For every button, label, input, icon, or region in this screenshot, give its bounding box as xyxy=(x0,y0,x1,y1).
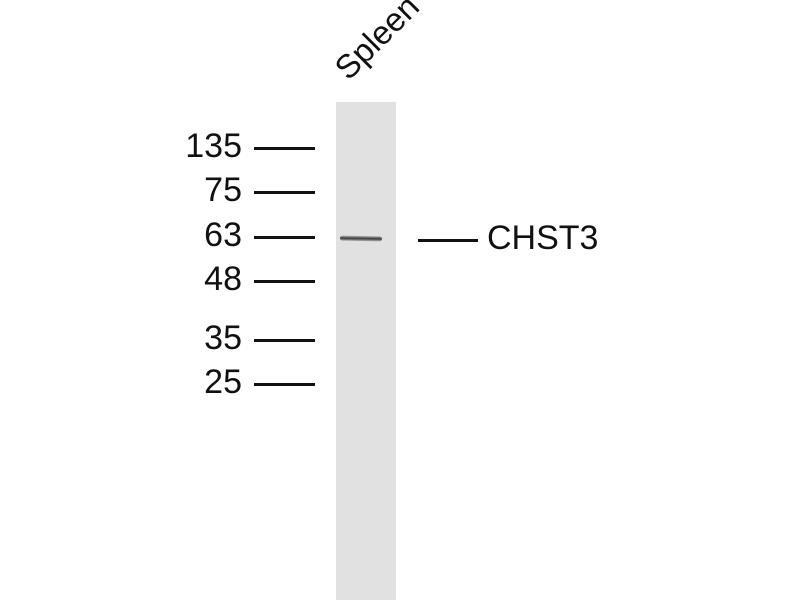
marker-label: 63 xyxy=(204,216,242,254)
blot-lane xyxy=(336,102,396,600)
marker-tick xyxy=(254,146,315,150)
marker-label: 35 xyxy=(204,319,242,357)
marker-tick xyxy=(254,190,315,194)
marker-label: 75 xyxy=(204,171,242,209)
marker-label: 48 xyxy=(204,260,242,298)
target-label: CHST3 xyxy=(487,219,599,257)
marker-tick xyxy=(254,279,315,283)
protein-band xyxy=(339,235,383,242)
marker-label: 25 xyxy=(204,363,242,401)
marker-tick xyxy=(254,235,315,239)
marker-label: 135 xyxy=(185,127,242,165)
lane-label: Spleen xyxy=(327,0,427,87)
marker-tick xyxy=(254,338,315,342)
target-pointer-line xyxy=(418,238,478,242)
marker-tick xyxy=(254,382,315,386)
